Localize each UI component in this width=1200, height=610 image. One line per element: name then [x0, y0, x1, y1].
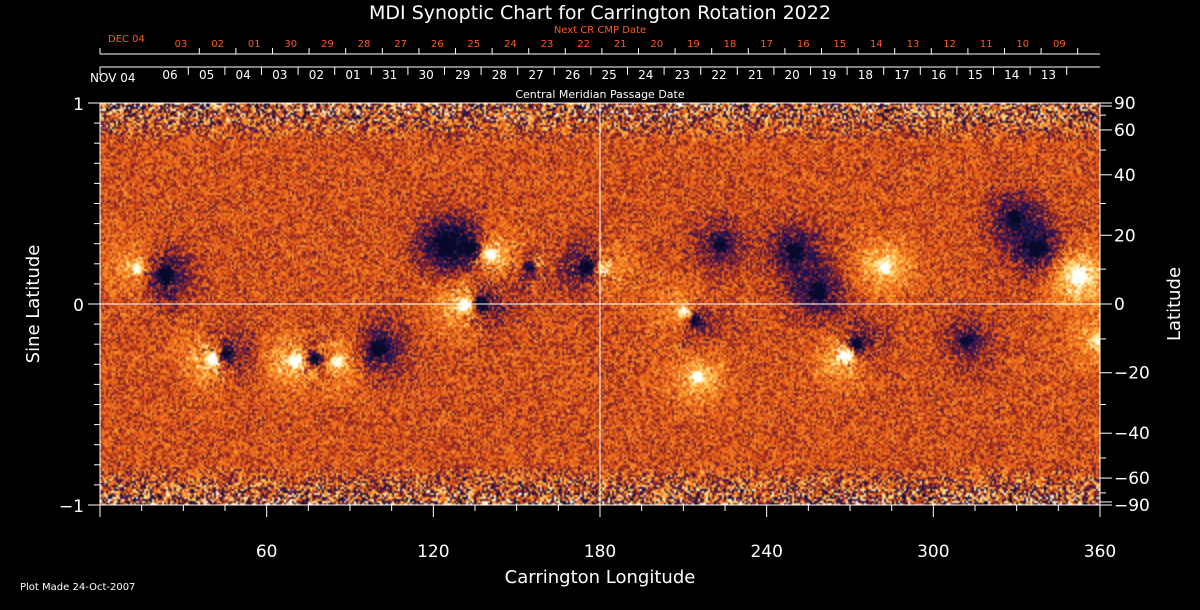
- right-y-tick-label: −40: [1114, 424, 1150, 444]
- next-cr-date-label: 14: [870, 39, 883, 50]
- right-y-tick-label: 20: [1114, 226, 1136, 246]
- axis-tick-labels: 60 120 180 240 300 36010−1906040200−20−40−60−…: [59, 39, 1150, 562]
- next-cr-date-label: 29: [321, 39, 334, 50]
- next-cr-date-label: 01: [248, 39, 261, 50]
- left-y-tick-label: −1: [59, 497, 84, 517]
- next-cr-date-label: 27: [394, 39, 407, 50]
- next-cr-date-label: 25: [467, 39, 480, 50]
- cmp-date-label: 30: [419, 68, 434, 82]
- next-cr-start-label: DEC 04: [108, 34, 145, 45]
- next-cr-date-label: 19: [687, 39, 700, 50]
- cmp-date-label: 21: [748, 68, 763, 82]
- right-y-tick-label: −90: [1114, 496, 1150, 516]
- next-cr-date-label: 21: [614, 39, 627, 50]
- next-cr-date-label: 26: [431, 39, 444, 50]
- cmp-date-label: 28: [492, 68, 507, 82]
- cmp-date-label: 05: [199, 68, 214, 82]
- cmp-date-label: 18: [858, 68, 873, 82]
- next-cr-date-label: 28: [358, 39, 371, 50]
- next-cr-date-label: 15: [833, 39, 846, 50]
- cmp-date-label: 29: [455, 68, 470, 82]
- cmp-date-label: 06: [162, 68, 177, 82]
- right-y-tick-label: 90: [1114, 94, 1136, 114]
- next-cr-date-label: 30: [284, 39, 297, 50]
- cmp-date-label: 25: [602, 68, 617, 82]
- plot-made-footnote: Plot Made 24-Oct-2007: [20, 582, 135, 593]
- next-cr-date-label: 20: [650, 39, 663, 50]
- next-cr-date-label: 02: [211, 39, 224, 50]
- heatmap-plot-area: [99, 102, 1101, 506]
- next-cr-date-label: 03: [175, 39, 188, 50]
- cmp-date-label: 01: [345, 68, 360, 82]
- next-cr-date-label: 13: [907, 39, 920, 50]
- x-axis-label: Carrington Longitude: [505, 567, 696, 588]
- cmp-date-label: 31: [382, 68, 397, 82]
- next-cr-date-label: 16: [797, 39, 810, 50]
- y-axis-label-right: Latitude: [1164, 267, 1185, 341]
- cmp-date-label: 17: [894, 68, 909, 82]
- cmp-date-label: 13: [1041, 68, 1056, 82]
- right-y-tick-label: 0: [1114, 295, 1125, 315]
- cmp-date-label: 24: [638, 68, 653, 82]
- cmp-axis-label: Central Meridian Passage Date: [515, 88, 684, 101]
- cmp-date-label: 14: [1004, 68, 1019, 82]
- x-tick-label: 240: [750, 542, 782, 562]
- x-tick-label: 180: [584, 542, 616, 562]
- x-tick-label: 120: [417, 542, 449, 562]
- cmp-date-label: 19: [821, 68, 836, 82]
- cmp-start-label: NOV 04: [90, 71, 136, 85]
- cmp-date-label: 23: [675, 68, 690, 82]
- cmp-date-label: 02: [309, 68, 324, 82]
- next-cr-date-label: 12: [943, 39, 956, 50]
- cmp-date-label: 22: [711, 68, 726, 82]
- cmp-date-label: 20: [785, 68, 800, 82]
- cmp-date-label: 16: [931, 68, 946, 82]
- next-cr-axis-label: Next CR CMP Date: [554, 25, 646, 36]
- next-cr-date-label: 17: [760, 39, 773, 50]
- next-cr-date-label: 22: [577, 39, 590, 50]
- right-y-tick-label: −60: [1114, 469, 1150, 489]
- cmp-date-label: 03: [272, 68, 287, 82]
- left-y-tick-label: 1: [73, 95, 84, 115]
- right-y-tick-label: 60: [1114, 121, 1136, 141]
- next-cr-date-label: 09: [1053, 39, 1066, 50]
- right-y-tick-label: −20: [1114, 364, 1150, 384]
- left-y-tick-label: 0: [73, 296, 84, 316]
- next-cr-date-label: 23: [541, 39, 554, 50]
- cmp-date-label: 04: [236, 68, 251, 82]
- axis-ticks: [88, 48, 1112, 517]
- x-tick-label: 300: [917, 542, 949, 562]
- x-tick-label: 60: [256, 542, 278, 562]
- cmp-date-label: 15: [968, 68, 983, 82]
- next-cr-date-label: 18: [724, 39, 737, 50]
- cmp-date-label: 27: [528, 68, 543, 82]
- next-cr-date-label: 24: [504, 39, 517, 50]
- next-cr-date-label: 10: [1016, 39, 1029, 50]
- x-tick-label: 360: [1084, 542, 1116, 562]
- chart-title: MDI Synoptic Chart for Carrington Rotati…: [369, 2, 831, 24]
- cmp-date-label: 26: [565, 68, 580, 82]
- next-cr-date-label: 11: [980, 39, 993, 50]
- y-axis-label-left: Sine Latitude: [23, 245, 44, 364]
- right-y-tick-label: 40: [1114, 166, 1136, 186]
